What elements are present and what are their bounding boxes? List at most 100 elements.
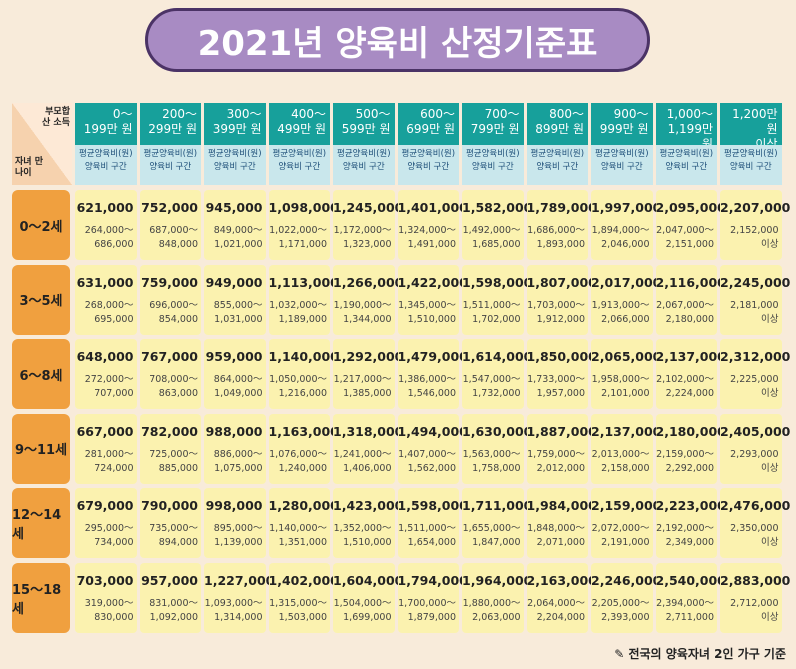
average-amount: 1,423,000	[333, 498, 404, 514]
range-low: 1,140,000～	[269, 523, 327, 535]
amount-range: 1,324,000～ 1,491,000	[398, 224, 456, 252]
range-high: 686,000	[94, 239, 134, 250]
income-range: 799만 원	[470, 122, 520, 136]
amount-range: 735,000～ 894,000	[140, 522, 198, 550]
amount-range: 2,152,000 이상	[720, 224, 778, 252]
age-cell: 6～8세	[12, 339, 70, 410]
avg-label: 평균양육비(원)	[465, 149, 520, 159]
range-high: 1,406,000	[343, 462, 392, 474]
range-high: 894,000	[158, 537, 198, 549]
amount-cell: 1,794,000 1,700,000～ 1,879,000	[397, 563, 468, 633]
amount-range: 2,102,000～ 2,224,000	[656, 373, 714, 401]
range-low: 2,181,000	[730, 299, 779, 311]
column-header: 300～ 399만 원	[204, 103, 266, 145]
amount-cell: 1,402,000 1,315,000～ 1,503,000	[268, 563, 339, 633]
column-subheader: 평균양육비(원) 양육비 구간	[526, 145, 588, 185]
column-header: 600～ 699만 원	[397, 103, 459, 145]
range-high: 2,292,000	[665, 462, 714, 474]
amount-range: 2,350,000 이상	[720, 522, 779, 550]
corner-cell: 부모합산 소득 자녀 만 나이	[12, 103, 72, 185]
amount-range: 886,000～ 1,075,000	[204, 448, 263, 476]
amount-cell: 752,000 687,000～ 848,000	[139, 190, 201, 260]
amount-cell: 2,137,000 2,013,000～ 2,158,000	[591, 413, 661, 484]
range-low: 1,547,000～	[462, 374, 521, 386]
range-high: 1,562,000	[407, 462, 456, 474]
amount-range: 1,913,000～ 2,066,000	[591, 299, 650, 327]
range-high: 1,510,000	[407, 313, 456, 325]
average-amount: 1,479,000	[397, 349, 468, 365]
amount-cell: 949,000 855,000～ 1,031,000	[204, 264, 266, 335]
range-high: 1,957,000	[536, 388, 585, 400]
amount-cell: 1,614,000 1,547,000～ 1,732,000	[462, 339, 533, 410]
amount-cell: 2,180,000 2,159,000～ 2,292,000	[655, 413, 726, 484]
range-low: 1,352,000～	[333, 523, 392, 535]
amount-range: 272,000～ 707,000	[75, 373, 134, 401]
range-high: 707,000	[94, 388, 134, 400]
range-low: 2,013,000～	[591, 448, 650, 460]
range-high: 695,000	[94, 313, 134, 325]
average-amount: 949,000	[205, 274, 263, 290]
range-high: 2,151,000	[665, 239, 714, 250]
range-high: 1,240,000	[278, 462, 327, 474]
average-amount: 1,789,000	[526, 200, 597, 215]
amount-range: 2,047,000～ 2,151,000	[656, 224, 714, 252]
range-high: 854,000	[158, 313, 198, 325]
amount-range: 708,000～ 863,000	[140, 373, 198, 401]
range-low: 696,000～	[149, 299, 198, 311]
amount-range: 2,181,000 이상	[720, 299, 779, 327]
amount-cell: 2,065,000 1,958,000～ 2,101,000	[591, 339, 662, 410]
column-subheader: 평균양육비(원) 양육비 구간	[720, 145, 782, 185]
amount-range: 855,000～ 1,031,000	[204, 299, 263, 327]
range-low: 1,958,000～	[591, 374, 650, 386]
income-range: 699만 원	[406, 122, 455, 136]
range-low: 1,511,000～	[462, 299, 521, 311]
range-low: 1,880,000～	[462, 598, 521, 609]
amount-cell: 1,598,000 1,511,000～ 1,702,000	[462, 264, 532, 335]
amount-cell: 1,280,000 1,140,000～ 1,351,000	[268, 488, 339, 559]
amount-cell: 667,000 281,000～ 724,000	[75, 413, 137, 484]
amount-range: 1,880,000～ 2,063,000	[462, 597, 521, 625]
amount-cell: 959,000 864,000～ 1,049,000	[204, 339, 266, 410]
income-range: 500～	[355, 107, 391, 121]
amount-range: 1,511,000～ 1,654,000	[398, 522, 456, 550]
average-amount: 2,207,000	[720, 200, 791, 215]
amount-cell: 2,223,000 2,192,000～ 2,349,000	[655, 488, 726, 559]
range-high: 1,546,000	[407, 388, 456, 400]
column-header: 200～ 299만 원	[139, 103, 201, 145]
column-subheader: 평균양육비(원) 양육비 구간	[591, 145, 653, 185]
amount-cell: 1,630,000 1,563,000～ 1,758,000	[462, 413, 532, 484]
range-low: 2,350,000	[730, 523, 779, 535]
range-low: 264,000～	[84, 225, 134, 236]
avg-label: 평균양육비(원)	[401, 149, 456, 159]
amount-range: 1,848,000～ 2,071,000	[527, 522, 585, 550]
amount-range: 1,894,000～ 2,046,000	[591, 224, 650, 252]
range-high: 830,000	[94, 612, 134, 623]
average-amount: 2,065,000	[591, 349, 662, 365]
amount-cell: 957,000 831,000～ 1,092,000	[139, 563, 201, 633]
range-low: 1,848,000～	[527, 523, 585, 535]
amount-range: 1,315,000～ 1,503,000	[269, 597, 327, 625]
amount-cell: 2,017,000 1,913,000～ 2,066,000	[591, 264, 661, 335]
income-range: 399만 원	[212, 122, 262, 136]
range-label: 양육비 구간	[407, 162, 450, 172]
amount-range: 2,192,000～ 2,349,000	[656, 522, 714, 550]
amount-range: 725,000～ 885,000	[140, 448, 198, 476]
age-label: 자녀 만 나이	[15, 157, 43, 178]
range-low: 1,022,000～	[269, 225, 327, 236]
income-range: 0～	[112, 107, 133, 121]
average-amount: 1,614,000	[462, 349, 533, 365]
amount-range: 1,022,000～ 1,171,000	[269, 224, 327, 252]
range-low: 1,324,000～	[398, 225, 456, 236]
amount-range: 2,067,000～ 2,180,000	[656, 299, 714, 327]
range-low: 319,000～	[84, 598, 134, 609]
avg-label: 평균양육비(원)	[659, 149, 714, 159]
amount-cell: 1,494,000 1,407,000～ 1,562,000	[397, 413, 468, 484]
range-low: 855,000～	[213, 299, 263, 311]
range-low: 268,000～	[84, 299, 134, 311]
amount-cell: 703,000 319,000～ 830,000	[75, 563, 137, 633]
column-subheader: 평균양육비(원) 양육비 구간	[397, 145, 459, 185]
amount-range: 1,032,000～ 1,189,000	[269, 299, 327, 327]
average-amount: 1,098,000	[268, 200, 339, 215]
amount-cell: 1,789,000 1,686,000～ 1,893,000	[526, 190, 597, 260]
amount-cell: 2,245,000 2,181,000 이상	[720, 264, 790, 335]
